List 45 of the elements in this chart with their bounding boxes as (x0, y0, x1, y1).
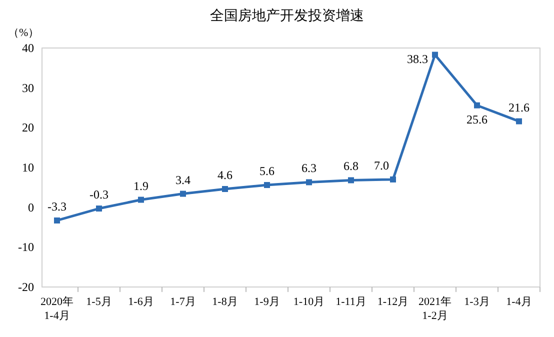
x-tick-label: 1-11月 (336, 296, 366, 308)
y-tick-label: 0 (28, 200, 34, 214)
data-label: -3.3 (48, 199, 66, 214)
data-label: 21.6 (508, 100, 530, 114)
point (96, 206, 102, 212)
x-tick-label: 1-9月 (254, 296, 280, 308)
point (390, 176, 396, 182)
point (306, 179, 312, 186)
x-tick-label: 1-10月 (293, 296, 325, 308)
x-tick-label: 1-8月 (212, 296, 238, 308)
data-label: 6.3 (302, 161, 316, 176)
point (54, 217, 60, 224)
point (180, 190, 186, 197)
data-label: 5.6 (260, 164, 274, 178)
x-tick-label: 1-4月 (506, 296, 532, 308)
point (348, 177, 354, 184)
point (516, 118, 522, 124)
x-tick-label: 1-12月 (377, 296, 409, 308)
y-tick-label: 40 (22, 41, 34, 55)
chart-title: 全国房地产开发投资增速 (210, 8, 364, 24)
data-label: -0.3 (90, 188, 108, 202)
point (432, 52, 438, 58)
data-label: 1.9 (134, 178, 148, 193)
point (138, 196, 144, 203)
x-tick-label: 1-5月 (86, 296, 112, 308)
data-label: 3.4 (176, 172, 190, 187)
x-tick-label: 1-7月 (170, 296, 196, 308)
data-label: 6.8 (344, 159, 358, 174)
point (474, 102, 480, 108)
y-tick-label: 10 (22, 160, 34, 174)
y-tick-label: 20 (22, 120, 34, 135)
x-tick-label: 2020年 1-4月 (40, 296, 74, 322)
x-tick-label: 1-3月 (464, 296, 490, 308)
x-tick-label: 2021年 1-2月 (418, 296, 452, 322)
data-label: 7.0 (374, 158, 389, 172)
data-label: 38.3 (407, 52, 428, 66)
data-label: 4.6 (218, 168, 232, 182)
y-tick-label: -10 (18, 240, 34, 254)
point (222, 186, 228, 192)
point (264, 182, 270, 188)
y-tick-label: 30 (22, 80, 34, 95)
y-axis-title: （%） (8, 27, 40, 39)
x-tick-label: 1-6月 (128, 296, 154, 308)
y-tick-label: -20 (18, 280, 34, 294)
data-label: 25.6 (466, 112, 488, 126)
